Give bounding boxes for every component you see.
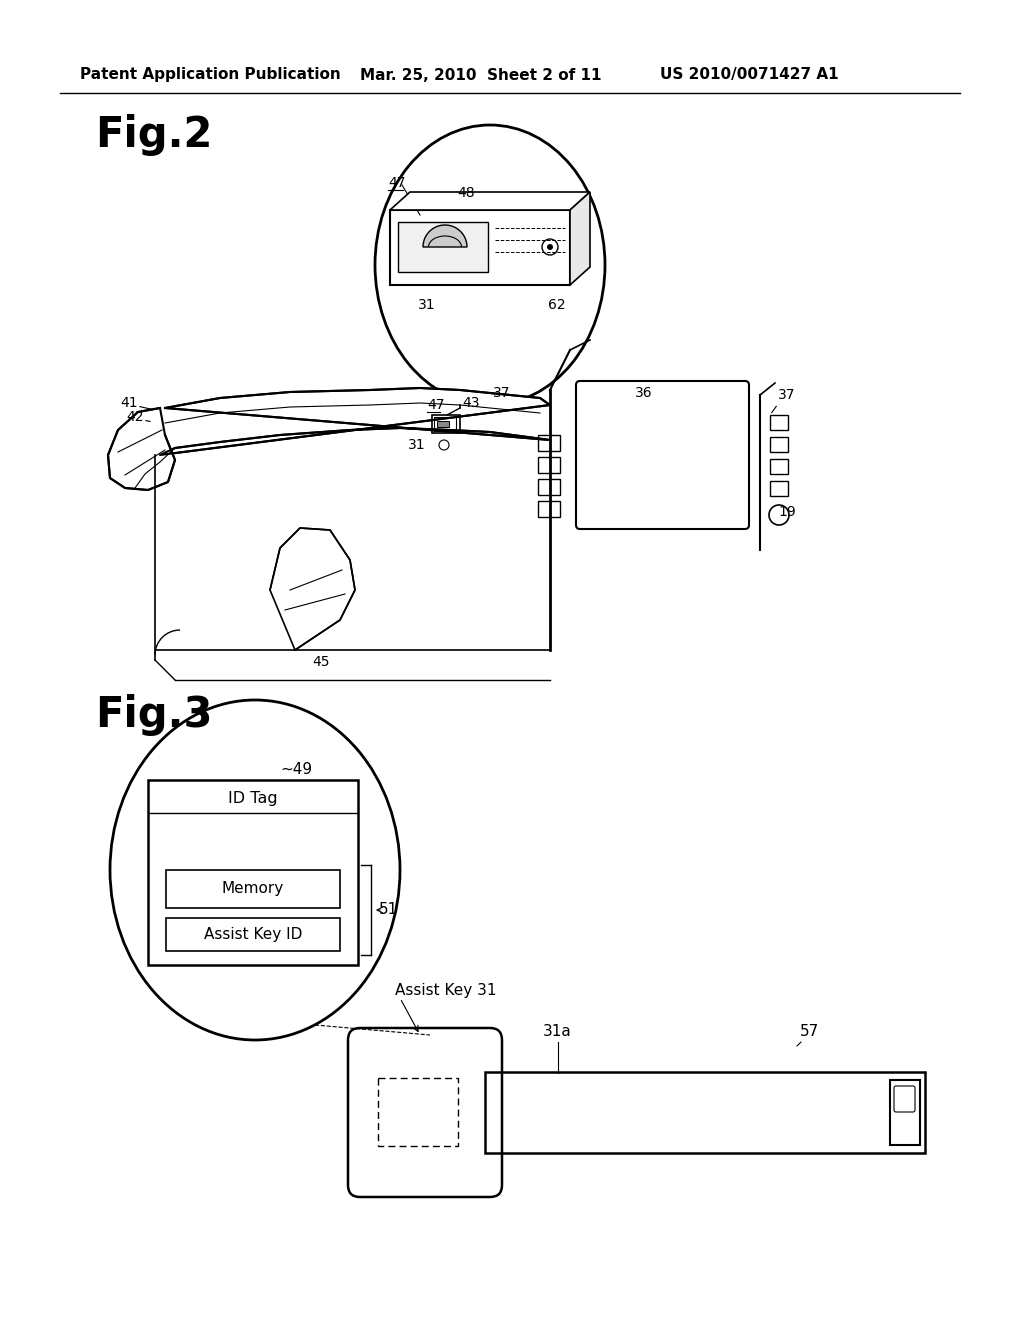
Text: ID Tag: ID Tag <box>228 791 278 805</box>
Text: 42: 42 <box>126 411 143 424</box>
Bar <box>770 480 788 496</box>
Bar <box>148 780 358 965</box>
Text: 41: 41 <box>120 396 137 411</box>
Text: 62: 62 <box>548 298 565 312</box>
Bar <box>378 1078 458 1146</box>
Polygon shape <box>390 191 590 210</box>
Bar <box>538 502 560 517</box>
Text: 45: 45 <box>312 655 330 669</box>
Text: 43: 43 <box>462 396 479 411</box>
Text: 47: 47 <box>427 399 444 412</box>
Text: 47: 47 <box>388 176 406 190</box>
Text: Patent Application Publication: Patent Application Publication <box>80 67 341 82</box>
Bar <box>432 414 460 433</box>
Text: Assist Key ID: Assist Key ID <box>204 927 302 941</box>
Text: Fig.3: Fig.3 <box>95 694 213 737</box>
Polygon shape <box>270 528 355 649</box>
Text: 19: 19 <box>778 506 796 519</box>
FancyBboxPatch shape <box>348 1028 502 1197</box>
Text: Mar. 25, 2010  Sheet 2 of 11: Mar. 25, 2010 Sheet 2 of 11 <box>360 67 601 82</box>
Bar <box>770 459 788 474</box>
Bar <box>166 917 340 950</box>
Polygon shape <box>423 224 467 247</box>
Text: 31: 31 <box>408 438 426 451</box>
Text: 37: 37 <box>493 385 511 400</box>
Polygon shape <box>160 388 550 455</box>
Text: ~49: ~49 <box>280 763 312 777</box>
Text: 57: 57 <box>800 1024 819 1040</box>
Text: Fig.2: Fig.2 <box>95 114 212 156</box>
Circle shape <box>547 244 553 249</box>
Text: Memory: Memory <box>222 882 284 896</box>
Text: 36: 36 <box>635 385 652 400</box>
Text: 37: 37 <box>778 388 796 403</box>
Bar <box>437 421 449 426</box>
Bar <box>890 1080 920 1144</box>
Bar <box>538 436 560 451</box>
Bar <box>398 222 488 272</box>
Text: 31: 31 <box>418 298 435 312</box>
Bar <box>770 414 788 430</box>
FancyBboxPatch shape <box>575 381 749 529</box>
Text: 48: 48 <box>457 186 475 201</box>
Bar <box>538 479 560 495</box>
Polygon shape <box>570 191 590 285</box>
Bar <box>770 437 788 451</box>
Text: 51: 51 <box>379 903 398 917</box>
FancyBboxPatch shape <box>894 1086 915 1111</box>
Bar <box>538 457 560 473</box>
Text: US 2010/0071427 A1: US 2010/0071427 A1 <box>660 67 839 82</box>
Bar <box>390 210 570 285</box>
Text: 31a: 31a <box>543 1024 571 1040</box>
Bar <box>166 870 340 908</box>
Polygon shape <box>108 408 175 490</box>
Text: Assist Key 31: Assist Key 31 <box>395 982 497 998</box>
Bar <box>434 417 456 432</box>
Bar <box>485 1072 925 1152</box>
